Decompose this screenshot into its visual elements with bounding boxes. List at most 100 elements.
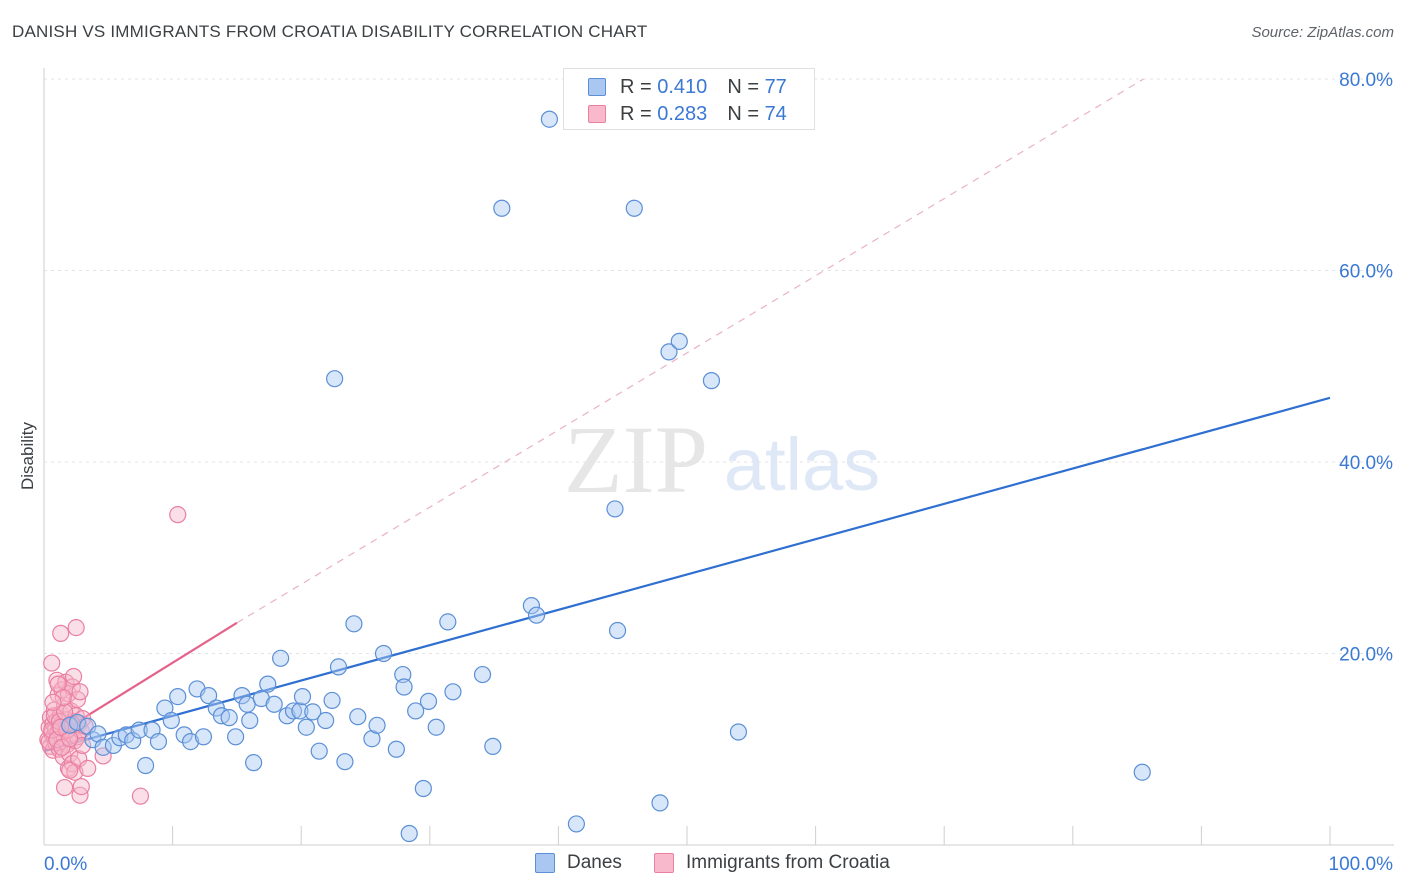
croatia-point — [94, 747, 112, 765]
croatia-point — [43, 654, 61, 672]
danes-point — [407, 702, 425, 720]
danes-point — [349, 708, 367, 726]
danes-point — [374, 644, 393, 663]
danes-point — [297, 718, 315, 736]
legend-row-croatia: R = 0.283 N = 74 — [588, 101, 787, 127]
danes-point — [265, 695, 283, 713]
danes-point — [259, 675, 277, 693]
danes-point — [182, 732, 200, 751]
danes-point — [606, 500, 624, 518]
danes-point — [527, 606, 546, 624]
bottom-legend-label-danes: Danes — [567, 852, 622, 873]
y-tick-label: 40.0% — [1339, 453, 1393, 474]
legend-r-label: R = — [620, 102, 652, 125]
y-tick-label: 20.0% — [1339, 645, 1393, 666]
danes-point — [117, 726, 135, 744]
danes-point — [317, 711, 335, 730]
gridlines — [44, 78, 1394, 654]
source-label: Source: ZipAtlas.com — [1251, 24, 1394, 41]
danes-point — [136, 756, 155, 775]
danes-point — [194, 728, 213, 746]
danes-point — [670, 332, 688, 350]
danes-point — [272, 649, 290, 667]
danes-point — [241, 711, 259, 730]
danes-point — [326, 370, 344, 388]
danes-point — [200, 687, 218, 705]
croatia-point — [67, 619, 85, 637]
y-tick-label: 80.0% — [1339, 70, 1393, 91]
danes-point — [94, 738, 112, 756]
danes-point — [493, 199, 511, 217]
danes-point — [400, 824, 418, 843]
y-axis-label: Disability — [18, 421, 37, 490]
danes-point — [227, 728, 245, 746]
croatia-point — [55, 778, 74, 797]
danes-point — [284, 702, 303, 720]
danes-point — [608, 621, 627, 640]
croatia-point — [131, 787, 150, 805]
axes — [43, 68, 1394, 846]
x-tick-label-min: 0.0% — [44, 854, 87, 875]
danes-point — [394, 665, 412, 684]
danes-point — [329, 658, 348, 676]
legend-swatch-croatia — [588, 105, 606, 123]
legend-n-label: N = — [727, 102, 759, 125]
croatia-point — [71, 786, 89, 804]
danes-point — [729, 723, 748, 741]
danes-point — [540, 110, 558, 128]
legend-r-label: R = — [620, 75, 652, 98]
danes-point — [345, 615, 363, 633]
legend-r-value: 0.410 — [657, 75, 708, 98]
danes-point — [310, 742, 328, 760]
legend-swatch-danes — [588, 78, 606, 96]
bottom-legend-swatch-danes — [535, 853, 555, 873]
data-points — [39, 110, 1151, 843]
danes-point — [444, 683, 462, 701]
bottom-legend: Danes Immigrants from Croatia — [0, 852, 1406, 878]
croatia-point — [169, 506, 187, 524]
danes-point — [651, 794, 669, 812]
danes-point — [368, 716, 386, 734]
croatia-point — [61, 730, 79, 748]
danes-point — [293, 687, 312, 706]
legend: R = 0.410 N = 77 R = 0.283 N = 74 — [563, 68, 815, 130]
bottom-legend-danes: Danes — [535, 852, 622, 874]
bottom-legend-swatch-croatia — [654, 853, 674, 873]
danes-point — [625, 199, 643, 217]
danes-point — [130, 721, 148, 739]
danes-point — [245, 754, 263, 772]
legend-r-value: 0.283 — [657, 102, 708, 125]
danes-point — [439, 613, 457, 631]
danes-point — [484, 737, 502, 755]
croatia-point — [54, 688, 72, 707]
danes-point — [220, 709, 238, 727]
danes-point — [702, 372, 721, 390]
danes-point — [427, 718, 445, 736]
watermark-atlas: atlas — [724, 423, 880, 506]
danes-point — [175, 726, 193, 744]
danes-point — [68, 713, 87, 732]
tick-labels: 20.0% 40.0% 60.0% 80.0% 0.0% 100.0% — [44, 70, 1393, 875]
x-tick-label-max: 100.0% — [1329, 854, 1394, 875]
danes-point — [419, 692, 438, 710]
croatia-point — [61, 761, 79, 779]
danes-point — [169, 687, 187, 706]
danes-point — [522, 597, 540, 615]
danes-point — [323, 691, 341, 710]
danes-point — [414, 779, 432, 798]
bottom-legend-croatia: Immigrants from Croatia — [654, 852, 890, 874]
danes-point — [162, 711, 180, 730]
danes-point — [304, 703, 322, 721]
legend-row-danes: R = 0.410 N = 77 — [588, 74, 787, 100]
danes-point — [660, 343, 678, 361]
croatia-point — [79, 759, 97, 778]
legend-n-label: N = — [727, 75, 759, 98]
y-tick-label: 60.0% — [1339, 262, 1393, 283]
danes-point — [149, 732, 168, 751]
danes-point — [233, 687, 251, 705]
legend-n-value: 74 — [764, 102, 787, 125]
croatia-point — [64, 667, 83, 686]
legend-n-value: 77 — [764, 75, 787, 98]
croatia-point — [44, 693, 62, 711]
